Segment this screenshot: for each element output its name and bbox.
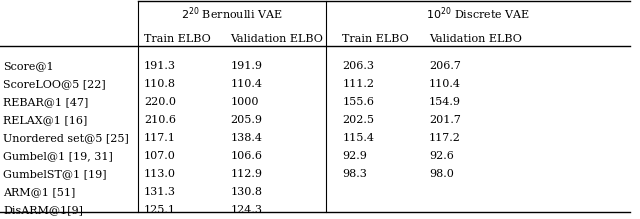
Text: RELAX@1 [16]: RELAX@1 [16] [3, 115, 88, 125]
Text: DisARM@1[9]: DisARM@1[9] [3, 205, 83, 215]
Text: 110.8: 110.8 [144, 79, 176, 89]
Text: Validation ELBO: Validation ELBO [429, 34, 522, 44]
Text: 125.1: 125.1 [144, 205, 176, 215]
Text: 1000: 1000 [230, 97, 259, 107]
Text: 206.3: 206.3 [342, 61, 374, 71]
Text: 98.3: 98.3 [342, 169, 367, 179]
Text: 124.3: 124.3 [230, 205, 262, 215]
Text: 191.9: 191.9 [230, 61, 262, 71]
Text: 202.5: 202.5 [342, 115, 374, 125]
Text: 138.4: 138.4 [230, 133, 262, 143]
Text: 110.4: 110.4 [230, 79, 262, 89]
Text: ScoreLOO@5 [22]: ScoreLOO@5 [22] [3, 79, 106, 89]
Text: $2^{20}$ Bernoulli VAE: $2^{20}$ Bernoulli VAE [181, 5, 283, 22]
Text: Unordered set@5 [25]: Unordered set@5 [25] [3, 133, 129, 143]
Text: 112.9: 112.9 [230, 169, 262, 179]
Text: 111.2: 111.2 [342, 79, 374, 89]
Text: 201.7: 201.7 [429, 115, 461, 125]
Text: 92.9: 92.9 [342, 151, 367, 161]
Text: 155.6: 155.6 [342, 97, 374, 107]
Text: 110.4: 110.4 [429, 79, 461, 89]
Text: 210.6: 210.6 [144, 115, 176, 125]
Text: 98.0: 98.0 [429, 169, 454, 179]
Text: REBAR@1 [47]: REBAR@1 [47] [3, 97, 88, 107]
Text: Gumbel@1 [19, 31]: Gumbel@1 [19, 31] [3, 151, 113, 161]
Text: 107.0: 107.0 [144, 151, 176, 161]
Text: 154.9: 154.9 [429, 97, 461, 107]
Text: ARM@1 [51]: ARM@1 [51] [3, 187, 76, 197]
Text: GumbelST@1 [19]: GumbelST@1 [19] [3, 169, 107, 179]
Text: 117.1: 117.1 [144, 133, 176, 143]
Text: 106.6: 106.6 [230, 151, 262, 161]
Text: 131.3: 131.3 [144, 187, 176, 197]
Text: 117.2: 117.2 [429, 133, 461, 143]
Text: Train ELBO: Train ELBO [144, 34, 211, 44]
Text: 205.9: 205.9 [230, 115, 262, 125]
Text: 206.7: 206.7 [429, 61, 461, 71]
Text: 220.0: 220.0 [144, 97, 176, 107]
Text: 92.6: 92.6 [429, 151, 454, 161]
Text: 130.8: 130.8 [230, 187, 262, 197]
Text: 113.0: 113.0 [144, 169, 176, 179]
Text: 115.4: 115.4 [342, 133, 374, 143]
Text: $10^{20}$ Discrete VAE: $10^{20}$ Discrete VAE [426, 5, 531, 22]
Text: Train ELBO: Train ELBO [342, 34, 409, 44]
Text: Score@1: Score@1 [3, 61, 54, 71]
Text: 191.3: 191.3 [144, 61, 176, 71]
Text: Validation ELBO: Validation ELBO [230, 34, 323, 44]
